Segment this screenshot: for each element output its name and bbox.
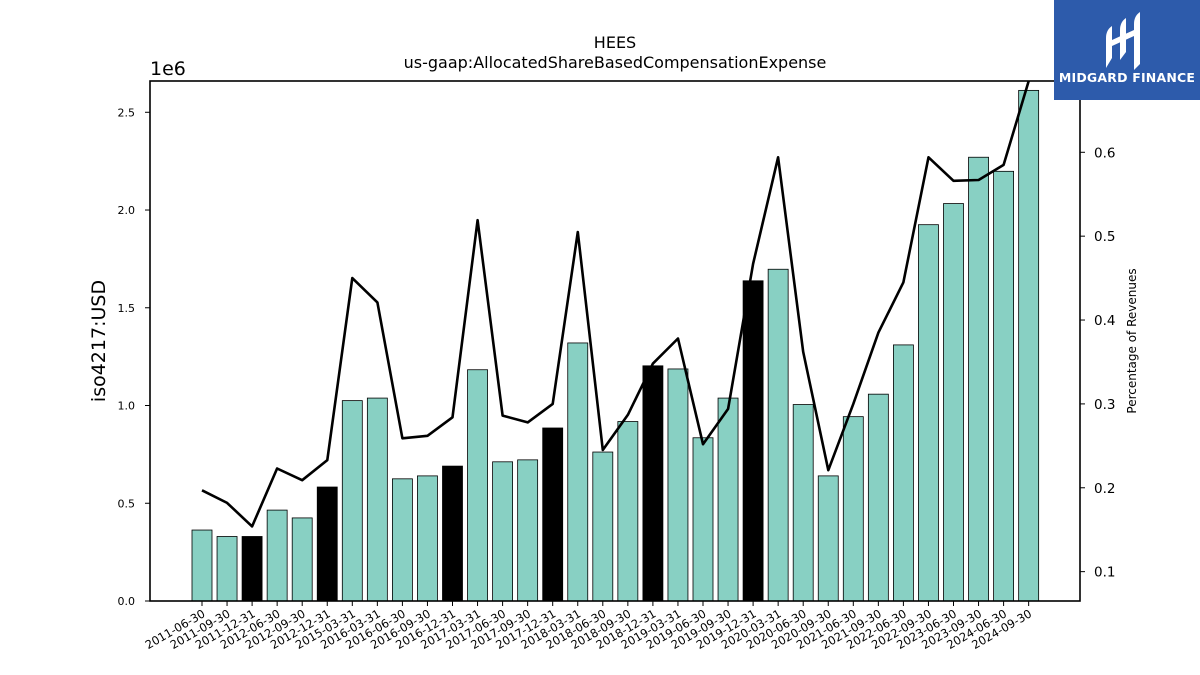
bar-2012-12-31	[316, 486, 338, 602]
bar-2018-03-31	[567, 342, 589, 602]
y-tick-label: 1.5	[118, 302, 136, 315]
chart-subtitle: us-gaap:AllocatedShareBasedCompensationE…	[404, 53, 827, 72]
bar-2023-09-30	[968, 156, 989, 602]
bar-series	[191, 89, 1040, 602]
bar-2016-03-31	[366, 397, 388, 602]
bar-2012-09-30	[291, 517, 313, 602]
bar-2011-12-31	[241, 536, 263, 602]
bar-2019-12-31	[742, 280, 764, 602]
bar-2017-12-31	[542, 427, 564, 602]
plot-frame	[149, 80, 1081, 602]
bar-2016-06-30	[391, 478, 413, 602]
y2-tick-label: 0.3	[1094, 397, 1115, 413]
y2-axis-label: Percentage of Revenues	[1125, 268, 1139, 413]
bar-2017-03-31	[467, 369, 488, 602]
percentage-of-revenues-line	[201, 80, 1030, 528]
y-tick-label: 1.0	[118, 400, 136, 413]
bar-2012-06-30	[266, 509, 288, 602]
bar-2024-06-30	[993, 170, 1014, 602]
bar-2020-06-30	[792, 404, 814, 602]
y-exponent-label: 1e6	[150, 58, 186, 80]
y2-tick-label: 0.2	[1094, 481, 1115, 497]
bar-2019-09-30	[717, 397, 739, 602]
bar-2022-06-30	[893, 344, 914, 602]
chart-title: HEES	[594, 33, 636, 52]
bar-2018-09-30	[617, 421, 639, 602]
brand-name: MIDGARD FINANCE	[1058, 70, 1196, 85]
bar-2015-03-31	[341, 400, 363, 602]
bar-2016-09-30	[417, 475, 438, 602]
bar-2022-09-30	[918, 224, 939, 602]
bar-2020-03-31	[767, 268, 789, 602]
y-axis-label: iso4217:USD	[88, 280, 110, 402]
bar-2019-06-30	[692, 437, 714, 602]
bar-2011-09-30	[216, 536, 238, 602]
y2-tick-label: 0.4	[1094, 313, 1115, 329]
x-axis-ticks: 2011-06-302011-09-302011-12-312012-06-30…	[143, 601, 1034, 652]
bar-2017-06-30	[492, 461, 514, 602]
y-tick-label: 0.5	[118, 497, 136, 510]
y2-axis-ticks: 0.1 0.2 0.3 0.4 0.5 0.6	[1080, 145, 1115, 581]
y2-tick-label: 0.1	[1094, 565, 1115, 581]
midgard-m-logo-icon	[1106, 12, 1140, 70]
y-tick-label: 0.0	[118, 595, 136, 608]
bar-2011-06-30	[191, 529, 213, 602]
bar-2020-09-30	[817, 475, 839, 602]
y2-tick-label: 0.6	[1094, 145, 1115, 161]
bar-2021-06-30	[842, 416, 864, 602]
y2-tick-label: 0.5	[1094, 229, 1115, 245]
bar-2017-09-30	[517, 459, 539, 602]
y-tick-label: 2.5	[118, 106, 136, 119]
bar-2019-03-31	[667, 368, 689, 602]
bar-2016-12-31	[442, 465, 463, 602]
brand-logo: MIDGARD FINANCE	[1054, 0, 1200, 100]
bar-2023-06-30	[943, 203, 964, 602]
bar-2018-06-30	[592, 451, 614, 602]
y-tick-label: 2.0	[118, 204, 136, 217]
bar-2021-09-30	[867, 393, 889, 602]
bar-2018-12-31	[642, 365, 664, 602]
bar-2024-09-30	[1018, 89, 1040, 602]
y-axis-ticks: 0.0 0.5 1.0 1.5 2.0 2.5	[118, 106, 150, 608]
